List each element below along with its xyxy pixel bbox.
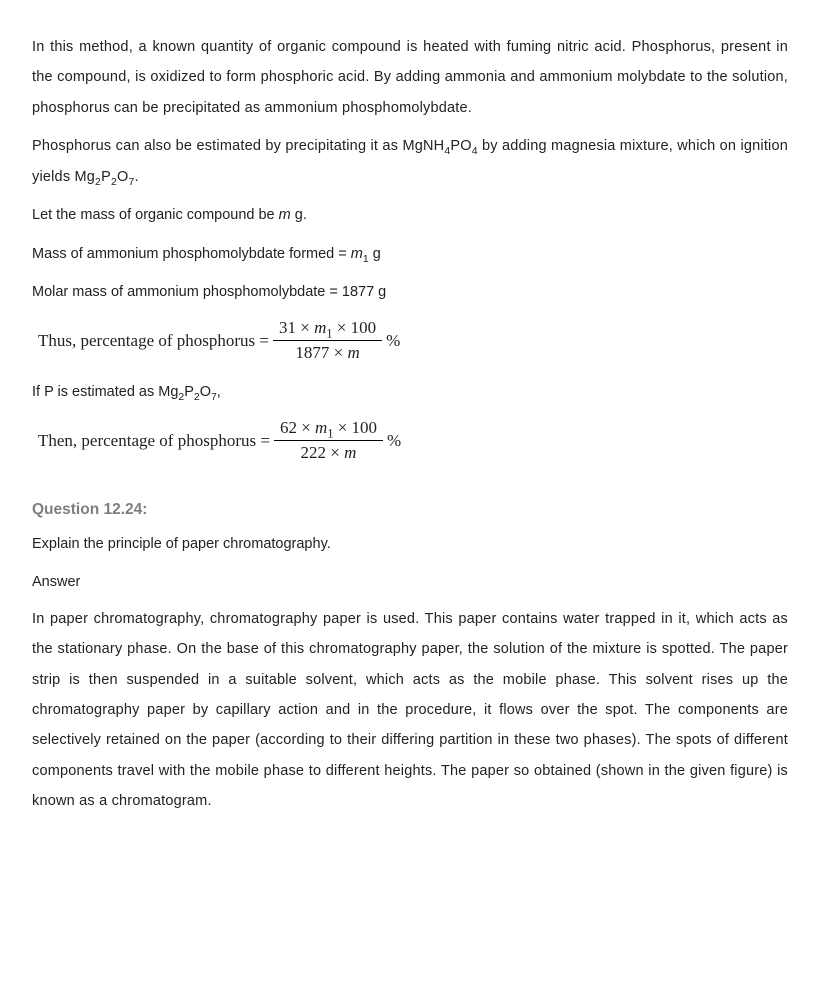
text: O [200,384,211,400]
molar-mass-line: Molar mass of ammonium phosphomolybdate … [32,277,788,307]
answer-paragraph: In paper chromatography, chromatography … [32,604,788,817]
text: g [369,246,381,262]
var-m: m [344,443,356,462]
numerator: 62 × m1 × 100 [274,418,383,441]
text: 222 × [301,443,345,462]
alternate-estimation-line: If P is estimated as Mg2P2O7, [32,377,788,407]
text: × 100 [333,418,377,437]
var-m: m [279,207,291,223]
denominator: 222 × m [295,441,363,463]
mass-assumption-line: Let the mass of organic compound be m g. [32,200,788,230]
text: 1877 × [295,343,347,362]
var-m1: m [351,246,363,262]
percent-symbol: % [386,328,400,354]
text: If P is estimated as Mg [32,384,178,400]
question-heading: Question 12.24: [32,498,788,521]
magnesia-paragraph: Phosphorus can also be estimated by prec… [32,131,788,192]
method-paragraph: In this method, a known quantity of orga… [32,32,788,123]
text: O [117,169,128,185]
text: Mass of ammonium phosphomolybdate formed… [32,246,351,262]
text: PO [450,138,471,154]
denominator: 1877 × m [289,341,365,363]
question-text: Explain the principle of paper chromatog… [32,529,788,559]
var-m: m [347,343,359,362]
fraction: 62 × m1 × 100 222 × m [274,418,383,464]
fraction: 31 × m1 × 100 1877 × m [273,318,382,364]
var-m1: m [314,318,326,337]
text: . [134,169,138,185]
var-m1: m [315,418,327,437]
numerator: 31 × m1 × 100 [273,318,382,341]
text: P [184,384,194,400]
text: 31 × [279,318,314,337]
text: Let the mass of organic compound be [32,207,279,223]
text: , [217,384,221,400]
percent-symbol: % [387,428,401,454]
text: Phosphorus can also be estimated by prec… [32,138,444,154]
percentage-formula-2: Then, percentage of phosphorus = 62 × m1… [38,418,788,464]
percentage-formula-1: Thus, percentage of phosphorus = 31 × m1… [38,318,788,364]
mass-formed-line: Mass of ammonium phosphomolybdate formed… [32,239,788,269]
text: × 100 [333,318,377,337]
text: 62 × [280,418,315,437]
answer-label: Answer [32,567,788,597]
formula-label: Then, percentage of phosphorus = [38,428,270,454]
text: g. [291,207,307,223]
text: P [101,169,111,185]
formula-label: Thus, percentage of phosphorus = [38,328,269,354]
